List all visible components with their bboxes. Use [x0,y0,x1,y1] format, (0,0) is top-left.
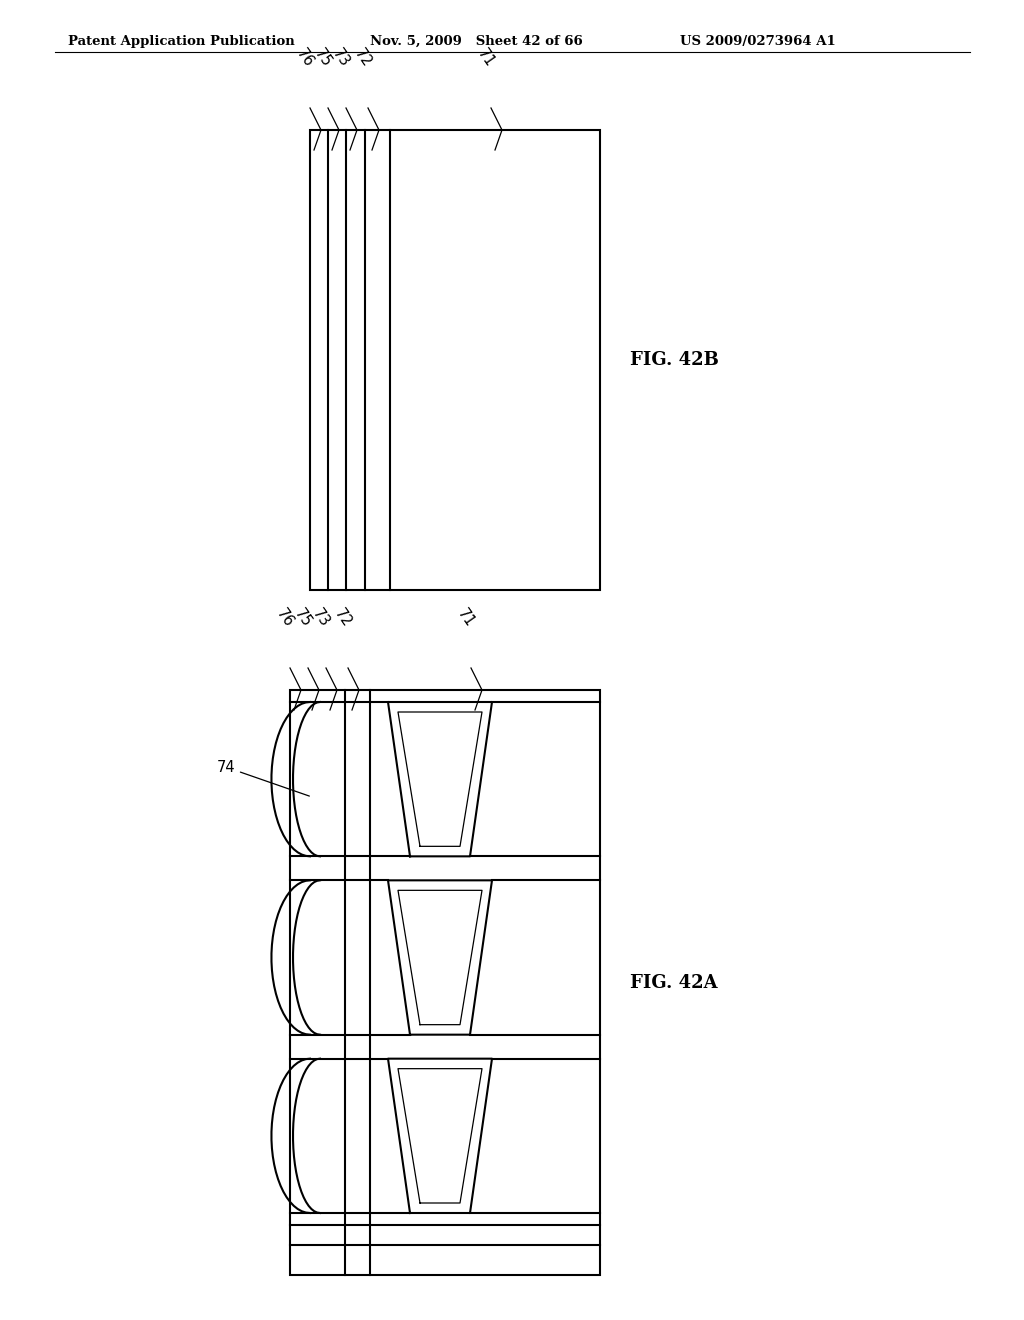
Text: 76: 76 [273,606,297,630]
Text: 75: 75 [292,606,314,630]
Text: 71: 71 [474,46,498,70]
Text: Nov. 5, 2009   Sheet 42 of 66: Nov. 5, 2009 Sheet 42 of 66 [370,36,583,48]
Text: FIG. 42B: FIG. 42B [630,351,719,370]
Text: FIG. 42A: FIG. 42A [630,974,718,991]
Bar [310,129,600,590]
Text: 72: 72 [351,46,375,70]
Text: US 2009/0273964 A1: US 2009/0273964 A1 [680,36,836,48]
Bar [290,690,600,1275]
Text: 76: 76 [294,46,316,70]
Text: 73: 73 [309,606,333,630]
Text: 72: 72 [332,606,354,630]
Text: 73: 73 [330,46,352,70]
Text: 75: 75 [311,46,335,70]
Text: 71: 71 [455,606,477,630]
Text: Patent Application Publication: Patent Application Publication [68,36,295,48]
Text: 74: 74 [216,759,309,796]
